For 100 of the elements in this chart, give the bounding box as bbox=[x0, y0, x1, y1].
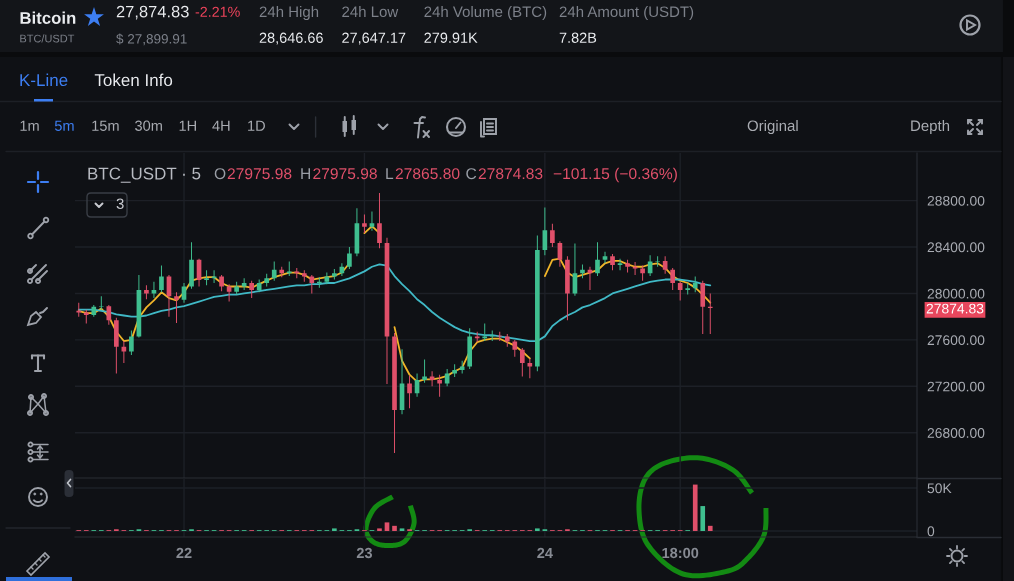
bar bbox=[399, 528, 405, 531]
y-tick-label: 26800.00 bbox=[927, 428, 985, 438]
candlestick bbox=[429, 371, 435, 387]
text: 24h Low bbox=[342, 6, 399, 18]
bar bbox=[392, 525, 397, 531]
text: 30m bbox=[135, 120, 162, 131]
candlestick bbox=[83, 309, 89, 324]
candlestick bbox=[662, 256, 668, 274]
candlestick bbox=[550, 223, 555, 248]
candlestick bbox=[565, 256, 570, 321]
annotation: 3 bbox=[116, 198, 124, 210]
text: 27,647.17 bbox=[342, 32, 406, 45]
text: 1D bbox=[248, 120, 265, 131]
text: 24h Amount (USDT) bbox=[559, 6, 694, 20]
candlestick bbox=[91, 305, 97, 317]
x-tick-label: 24 bbox=[537, 547, 553, 558]
annotation: O bbox=[214, 168, 226, 180]
x-tick-label: 23 bbox=[356, 547, 373, 559]
candlestick bbox=[234, 281, 239, 295]
candlestick bbox=[535, 235, 540, 372]
candlestick bbox=[677, 281, 683, 301]
text: 7.82B bbox=[559, 32, 597, 43]
y-tick-label: 28800.00 bbox=[927, 195, 985, 206]
x-tick-label: 18:00 bbox=[662, 547, 699, 559]
y-tick-label: 28000.00 bbox=[927, 288, 985, 299]
line-series bbox=[77, 263, 712, 342]
text: 28,646.66 bbox=[259, 32, 323, 45]
annotation: 27865.80 bbox=[395, 168, 460, 180]
candlestick bbox=[369, 211, 375, 231]
candlestick bbox=[595, 242, 600, 277]
candlestick bbox=[114, 317, 119, 374]
annotation: 27975.98 bbox=[313, 168, 377, 180]
text: 27,874.83 bbox=[116, 5, 189, 20]
text: 5m bbox=[54, 120, 74, 131]
x-tick-label: 22 bbox=[176, 547, 192, 558]
bar bbox=[384, 522, 390, 531]
annotation: H bbox=[301, 168, 310, 180]
candlestick bbox=[452, 364, 457, 378]
candlestick bbox=[98, 296, 104, 310]
y-tick-label: 27200.00 bbox=[927, 381, 985, 392]
candlestick bbox=[392, 332, 397, 454]
bar bbox=[700, 506, 706, 531]
candlestick bbox=[527, 358, 533, 379]
candlestick bbox=[294, 267, 300, 279]
candlestick bbox=[249, 280, 254, 299]
candlestick bbox=[474, 331, 480, 343]
bar bbox=[377, 528, 382, 531]
chart-title: Bitcoin bbox=[20, 11, 76, 24]
text: 4H bbox=[212, 120, 230, 131]
candlestick bbox=[347, 247, 352, 270]
candlestick bbox=[286, 261, 292, 277]
candlestick bbox=[437, 374, 442, 397]
candlestick bbox=[707, 293, 713, 335]
text: K-Line bbox=[20, 73, 68, 87]
candlestick bbox=[459, 360, 465, 374]
text: Original bbox=[747, 120, 798, 134]
candlestick bbox=[226, 284, 232, 302]
bar bbox=[707, 525, 713, 531]
candlestick bbox=[159, 265, 164, 293]
chart-subtitle: BTC/USDT bbox=[20, 34, 75, 43]
candlestick bbox=[256, 279, 262, 293]
candlestick bbox=[519, 348, 525, 377]
text: 24h Volume (BTC) bbox=[424, 6, 547, 20]
candlestick bbox=[271, 261, 277, 281]
candlestick bbox=[700, 280, 706, 335]
text: -2.21% bbox=[195, 6, 240, 17]
candlestick bbox=[467, 328, 473, 369]
candlestick bbox=[144, 285, 149, 300]
candlestick bbox=[301, 270, 307, 282]
candlestick bbox=[482, 323, 488, 342]
text: Token Info bbox=[94, 73, 173, 87]
y-tick-label: 50K bbox=[927, 483, 952, 494]
candlestick bbox=[279, 266, 285, 278]
y-tick-label: 28400.00 bbox=[927, 242, 985, 253]
candlestick bbox=[189, 242, 194, 289]
candlestick bbox=[542, 207, 548, 256]
candlestick bbox=[362, 214, 367, 234]
candlestick bbox=[625, 259, 630, 273]
annotation: L bbox=[386, 168, 394, 180]
candlestick bbox=[377, 193, 382, 249]
candlestick bbox=[317, 277, 322, 288]
text: 15m bbox=[92, 120, 119, 131]
text: 24h High bbox=[259, 6, 319, 20]
y-tick-label: 27600.00 bbox=[927, 335, 985, 346]
annotation: 27874.83 bbox=[478, 168, 543, 180]
text: Depth bbox=[911, 120, 950, 134]
candlestick bbox=[512, 339, 518, 357]
candlestick bbox=[204, 270, 209, 286]
candlestick bbox=[129, 330, 134, 355]
y-tick-label: 0 bbox=[927, 526, 935, 537]
text: 279.91K bbox=[424, 32, 478, 43]
text: 1m bbox=[20, 120, 39, 131]
candlestick bbox=[399, 349, 405, 415]
candlestick bbox=[264, 273, 270, 287]
candlestick bbox=[580, 264, 585, 279]
candlestick bbox=[332, 269, 337, 280]
bar bbox=[692, 484, 698, 531]
candlestick bbox=[174, 292, 179, 324]
candlestick bbox=[640, 265, 645, 281]
candlestick bbox=[106, 305, 112, 325]
